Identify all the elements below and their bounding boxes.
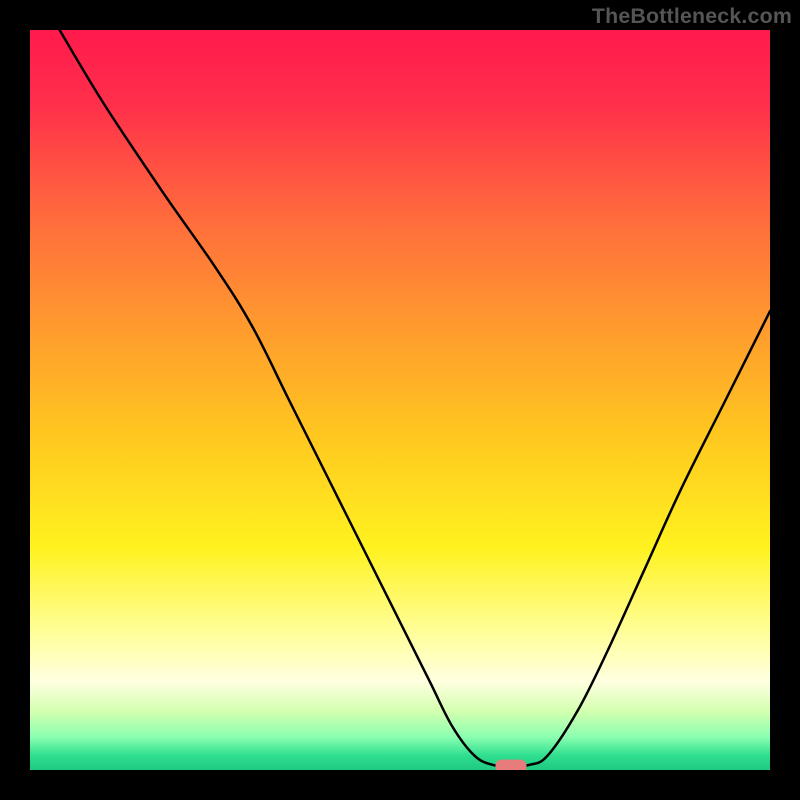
watermark-text: TheBottleneck.com: [592, 4, 792, 29]
chart-background-gradient: [30, 30, 770, 770]
bottleneck-chart: [0, 0, 800, 800]
chart-stage: TheBottleneck.com: [0, 0, 800, 800]
